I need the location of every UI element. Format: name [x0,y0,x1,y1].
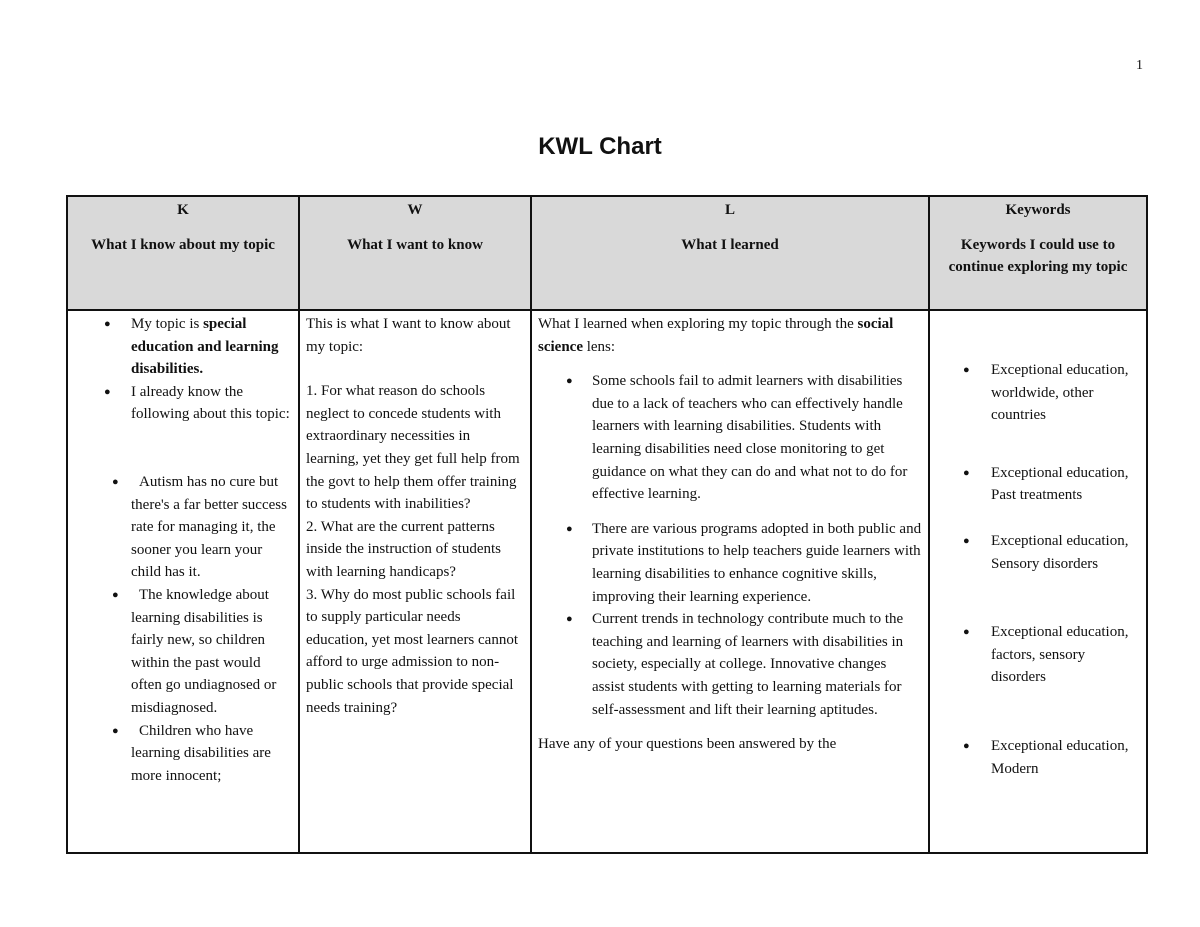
header-label: Keywords I could use to continue explori… [948,236,1128,276]
list-item: Some schools fail to admit learners with… [538,370,922,506]
w-question-2: 2. What are the current patterns inside … [306,518,501,580]
list-item: Children who have learning disabilities … [74,720,292,788]
content-row: My topic is special education and learni… [66,309,1148,854]
w-question-3: 3. Why do most public schools fail to su… [306,586,519,716]
header-letter: W [407,202,423,218]
page-title: KWL Chart [538,133,662,160]
keyword-item: Exceptional education, Past treatments [936,462,1140,507]
keyword-item: Exceptional education, factors, sensory … [936,621,1140,689]
header-letter: K [177,202,189,218]
keyword-item: Exceptional education, Sensory disorders [936,530,1140,575]
header-label: What I want to know [347,236,483,253]
list-item: I already know the following about this … [74,381,292,426]
keyword-item: Exceptional education, Modern [936,735,1140,780]
header-keywords: Keywords Keywords I could use to continue… [928,195,1148,311]
header-w: W What I want to know [298,195,532,311]
list-item: There are various programs adopted in bo… [538,518,922,608]
lens-bold: social science [538,316,894,355]
w-cell: This is what I want to know about my top… [298,309,532,854]
item-text: My topic is [131,316,204,332]
list-item: Autism has no cure but there's a far bet… [74,471,292,584]
header-label: What I learned [681,236,779,253]
topic-bold: special education and learning disabilit… [131,316,279,378]
header-label: What I know about my topic [91,236,275,253]
w-question-1: 1. For what reason do schools neglect to… [306,383,520,513]
header-row: K What I know about my topic W What I want… [66,195,1148,311]
header-letter: L [724,202,735,218]
header-letter: Keywords [1005,202,1071,218]
keyword-item: Exceptional education, worldwide, other … [936,359,1140,427]
k-cell: My topic is special education and learni… [66,309,300,854]
l-cell: What I learned when exploring my topic t… [530,309,930,854]
header-l: L What I learned [530,195,930,311]
header-k: K What I know about my topic [66,195,300,311]
keywords-cell: Exceptional education, worldwide, other … [928,309,1148,854]
intro-text: What I learned when exploring my topic t… [538,316,858,332]
w-intro: This is what I want to know about my top… [306,316,511,355]
list-item: The knowledge about learning disabilitie… [74,584,292,720]
l-closing: Have any of your questions been answered… [538,736,837,753]
list-item: My topic is special education and learni… [74,313,292,381]
l-intro: What I learned when exploring my topic t… [538,313,922,358]
intro-text: lens: [582,338,616,355]
kwl-table: K What I know about my topic W What I want… [66,195,1148,854]
page-number: 1 [1136,58,1143,73]
list-item: Current trends in technology contribute … [538,608,922,721]
